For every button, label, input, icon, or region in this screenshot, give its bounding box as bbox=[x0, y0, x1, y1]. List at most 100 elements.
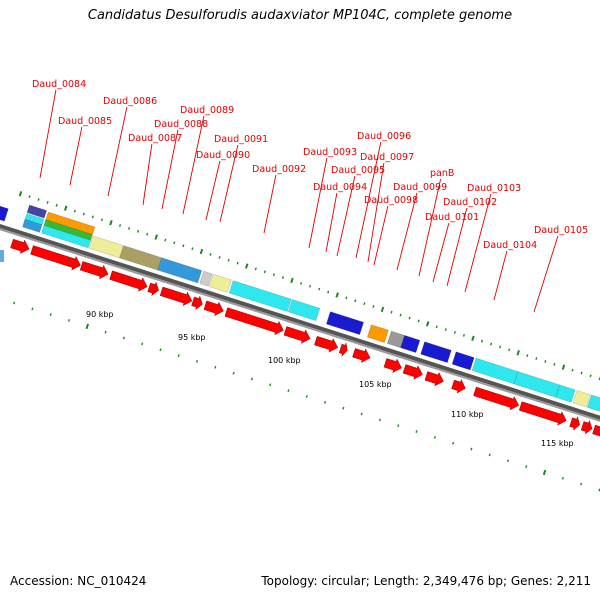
scale-label: 90 kbp bbox=[86, 310, 114, 319]
cds-arrow bbox=[451, 379, 466, 394]
cds-arrow bbox=[592, 424, 600, 437]
scale-label: 115 kbp bbox=[541, 439, 574, 448]
top-tick-mark bbox=[535, 357, 538, 360]
top-tick-mark bbox=[109, 219, 113, 226]
top-tick-mark bbox=[462, 333, 465, 337]
top-tick-mark bbox=[354, 299, 357, 303]
accession-text: Accession: NC_010424 bbox=[10, 574, 147, 588]
gene-label: Daud_0104 bbox=[483, 240, 537, 251]
scale-tick-mark bbox=[561, 476, 564, 480]
scale-label: 105 kbp bbox=[359, 380, 392, 389]
gene-leader-line bbox=[308, 157, 328, 249]
scale-tick-mark bbox=[525, 465, 528, 468]
gene-label: Daud_0102 bbox=[443, 197, 497, 208]
top-tick-mark bbox=[345, 296, 348, 300]
cog-feature-band bbox=[208, 273, 232, 293]
gene-leader-line bbox=[161, 129, 179, 210]
gene-label: Daud_0091 bbox=[214, 134, 268, 145]
scale-tick-mark bbox=[141, 342, 144, 346]
top-tick-mark bbox=[490, 342, 493, 346]
scale-label: 95 kbp bbox=[178, 333, 206, 342]
top-tick-mark bbox=[64, 205, 68, 211]
gene-leader-line bbox=[336, 175, 356, 257]
cds-arrow bbox=[569, 415, 580, 431]
gene-leader-line bbox=[355, 141, 382, 259]
gene-leader-line bbox=[446, 207, 468, 287]
top-tick-mark bbox=[46, 201, 49, 204]
cog-feature-band bbox=[0, 250, 4, 262]
gene-label: Daud_0088 bbox=[154, 119, 208, 130]
scale-tick-mark bbox=[397, 424, 400, 428]
gene-leader-line bbox=[418, 178, 442, 277]
gene-leader-line bbox=[39, 89, 57, 179]
top-tick-mark bbox=[272, 273, 275, 277]
gene-label: Daud_0090 bbox=[196, 150, 250, 161]
gene-label: Daud_0086 bbox=[103, 96, 157, 107]
gene-label: Daud_0096 bbox=[357, 131, 411, 142]
cog-feature-band bbox=[367, 324, 389, 343]
gene-leader-line bbox=[533, 235, 559, 313]
cog-feature-band bbox=[41, 225, 91, 249]
gene-label: Daud_0103 bbox=[467, 183, 521, 194]
genome-stats-text: Topology: circular; Length: 2,349,476 bp… bbox=[261, 574, 591, 588]
cds-arrow bbox=[79, 261, 109, 280]
cds-arrow bbox=[191, 295, 203, 311]
top-tick-mark bbox=[426, 321, 430, 327]
top-tick-mark bbox=[399, 313, 402, 317]
top-tick-mark bbox=[363, 302, 366, 306]
gene-leader-line bbox=[107, 106, 128, 197]
cds-arrow bbox=[224, 307, 284, 336]
top-tick-mark bbox=[118, 224, 122, 227]
scale-tick-mark bbox=[195, 360, 199, 363]
top-tick-mark bbox=[318, 287, 321, 291]
scale-tick-mark bbox=[378, 418, 381, 422]
scale-tick-mark bbox=[49, 313, 52, 317]
scale-tick-mark bbox=[13, 301, 16, 305]
cog-feature-band bbox=[228, 280, 292, 312]
cog-feature-band bbox=[22, 218, 43, 233]
scale-tick-mark bbox=[287, 389, 290, 393]
top-tick-mark bbox=[453, 331, 456, 334]
scale-label: 110 kbp bbox=[451, 410, 484, 419]
scale-tick-mark bbox=[488, 453, 491, 457]
gene-label: Daud_0098 bbox=[364, 195, 418, 206]
top-tick-mark bbox=[73, 209, 76, 213]
top-tick-mark bbox=[526, 354, 529, 358]
gene-label: Daud_0089 bbox=[180, 105, 234, 116]
top-tick-mark bbox=[146, 232, 149, 236]
top-tick-mark bbox=[580, 371, 583, 375]
top-tick-mark bbox=[100, 218, 103, 222]
gene-leader-line bbox=[493, 250, 508, 301]
cog-feature-band bbox=[157, 257, 203, 284]
gene-leader-line bbox=[263, 174, 277, 234]
scale-tick-mark bbox=[214, 365, 217, 369]
scale-tick-mark bbox=[232, 371, 235, 375]
gene-label: Daud_0097 bbox=[360, 152, 414, 163]
top-tick-mark bbox=[37, 198, 40, 201]
map-title: Candidatus Desulforudis audaxviator MP10… bbox=[87, 8, 513, 23]
gene-label: Daud_0093 bbox=[303, 147, 357, 158]
scale-tick-mark bbox=[250, 377, 253, 381]
gene-leader-line bbox=[219, 144, 239, 223]
top-tick-mark bbox=[254, 267, 257, 271]
top-tick-mark bbox=[154, 234, 158, 240]
top-tick-mark bbox=[236, 261, 239, 265]
scale-tick-mark bbox=[269, 383, 272, 387]
gene-label: Daud_0101 bbox=[425, 212, 479, 223]
top-tick-mark bbox=[199, 248, 204, 255]
scale-label: 100 kbp bbox=[268, 356, 301, 365]
top-tick-mark bbox=[137, 229, 140, 233]
top-tick-mark bbox=[290, 277, 294, 284]
cog-feature-band bbox=[287, 299, 321, 321]
gene-label: Daud_0084 bbox=[32, 79, 86, 90]
scale-tick-mark bbox=[470, 447, 473, 451]
cds-arrow bbox=[203, 300, 224, 317]
top-tick-mark bbox=[390, 310, 393, 314]
cds-arrow bbox=[473, 386, 520, 411]
top-tick-mark bbox=[553, 362, 556, 366]
top-tick-mark bbox=[508, 348, 511, 352]
cog-feature-band bbox=[326, 311, 355, 332]
top-tick-mark bbox=[227, 258, 230, 262]
cds-arrow bbox=[402, 364, 423, 380]
top-tick-mark bbox=[408, 316, 411, 320]
